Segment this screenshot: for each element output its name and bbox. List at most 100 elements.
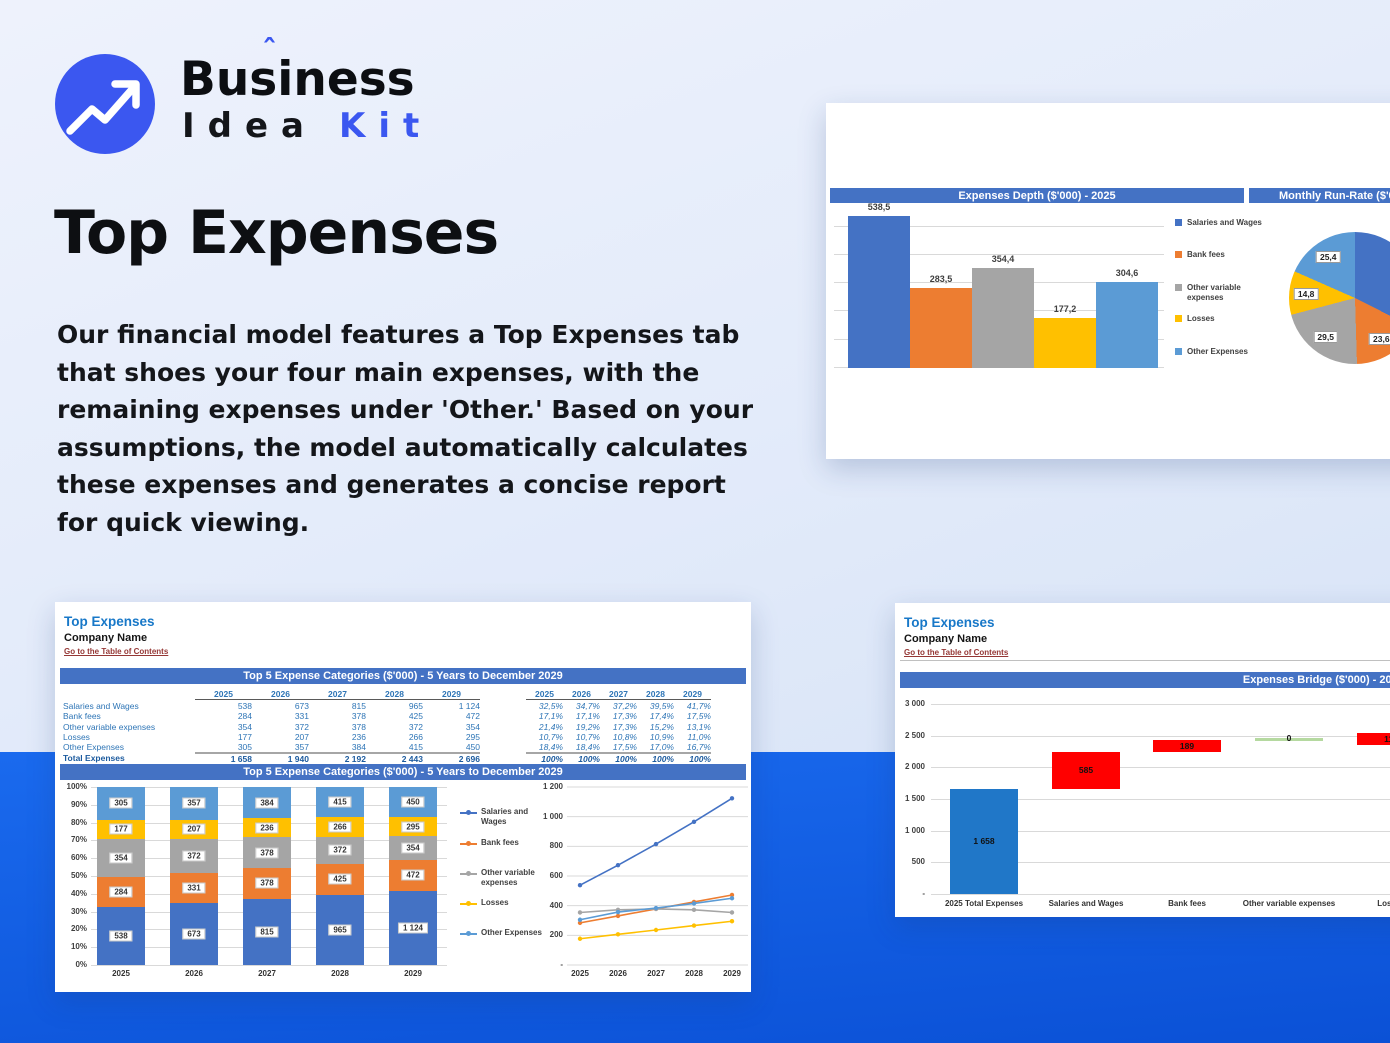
stack-value-label: 305 — [109, 797, 133, 809]
stack-value-label: 177 — [109, 823, 133, 835]
brand-accent-caret: ˆ — [262, 34, 277, 69]
cell-value: 2028 — [385, 688, 404, 699]
stack-segment-salaries-and-wages — [389, 890, 437, 965]
gridline — [91, 858, 447, 860]
waterfall-value-label: 1 658 — [973, 836, 995, 847]
legend-label: Losses — [481, 898, 509, 907]
cell-value: 378 — [351, 721, 366, 732]
waterfall-value-label: 585 — [1078, 765, 1094, 776]
cell-value: 673 — [294, 701, 309, 712]
cell-value: 2026 — [271, 688, 290, 699]
legend-marker — [1175, 251, 1182, 258]
cell-value: 372 — [294, 721, 309, 732]
values-group: 284 331 378 425 472 — [195, 711, 480, 721]
cell-percent: 17,5% — [612, 742, 637, 753]
stack-segment-other-variable-expenses — [170, 838, 218, 873]
stack-value-label: 450 — [401, 796, 425, 808]
gridline — [931, 862, 1390, 864]
gridline — [834, 253, 1164, 255]
x-axis-label: 2025 — [112, 969, 130, 978]
chart-header-text: Monthly Run-Rate ($'000 — [1279, 189, 1390, 202]
divider-line — [900, 660, 1390, 661]
cell-percent: 34,7% — [575, 701, 600, 712]
cell-percent: 18,4% — [575, 742, 600, 753]
x-axis-label: Losses — [1377, 899, 1390, 908]
stack-segment-bank-fees — [243, 868, 291, 899]
chart-element — [460, 843, 477, 845]
row-label: Bank fees — [63, 711, 101, 722]
legend-item-other-variable-expenses: Other variable expenses — [460, 868, 552, 888]
values-group: 1 658 1 940 2 192 2 443 2 696 — [195, 752, 480, 764]
cell-percent: 100% — [615, 754, 637, 765]
chart-element — [466, 901, 471, 906]
cell-value: 378 — [351, 711, 366, 722]
stack-value-label: 538 — [109, 930, 133, 942]
cell-value: 1 124 — [458, 701, 480, 712]
stack-segment-losses — [97, 819, 145, 839]
y-axis-label: 70% — [70, 835, 87, 845]
stack-value-label: 372 — [182, 850, 206, 862]
stack-value-label: 415 — [328, 796, 352, 808]
line-salaries-and-wages — [579, 797, 733, 886]
y-axis-label: - — [560, 960, 563, 969]
stack-segment-losses — [243, 818, 291, 838]
brand-logo — [55, 54, 155, 154]
cell-percent: 13,1% — [686, 721, 711, 732]
stack-segment-losses — [389, 816, 437, 837]
table-title-text: Top 5 Expense Categories ($'000) - 5 Yea… — [243, 670, 563, 682]
legend-marker — [1175, 219, 1182, 226]
cell-percent: 32,5% — [538, 701, 563, 712]
gridline — [91, 947, 447, 949]
chart-element — [460, 812, 477, 814]
chart-header-expenses-depth: Expenses Depth ($'000) - 2025 — [830, 188, 1244, 203]
x-axis-label: Other variable expenses — [1242, 899, 1336, 908]
stack-value-label: 331 — [182, 882, 206, 894]
percent-group: 2025 2026 2027 2028 2029 — [526, 689, 711, 700]
stack-value-label: 425 — [328, 873, 352, 885]
row-label: Total Expenses — [63, 753, 125, 764]
gridline — [91, 840, 447, 842]
waterfall-bar-2025-total-expenses — [950, 788, 1018, 894]
bar-value-label: 538,5 — [867, 201, 891, 212]
legend-label: Bank fees — [481, 838, 519, 847]
growth-arrow-icon — [66, 80, 140, 135]
stack-segment-salaries-and-wages — [243, 898, 291, 965]
cell-value: 2025 — [214, 688, 233, 699]
table-of-contents-link[interactable]: Go to the Table of Contents — [64, 647, 169, 656]
legend-label: Other Expenses — [1187, 347, 1248, 356]
table-of-contents-link[interactable]: Go to the Table of Contents — [904, 648, 1009, 657]
stack-segment-salaries-and-wages — [97, 907, 145, 965]
line-chart-trend — [567, 786, 748, 966]
y-axis-label: 30% — [70, 906, 87, 916]
y-axis-label: 60% — [70, 853, 87, 863]
legend-label: Other variable expenses — [1187, 283, 1241, 302]
stack-value-label: 357 — [182, 797, 206, 809]
stack-segment-other-expenses — [389, 787, 437, 817]
cell-value: 354 — [465, 721, 480, 732]
cell-value: 965 — [408, 701, 423, 712]
chart-title-text: Top 5 Expense Categories ($'000) - 5 Yea… — [243, 766, 563, 778]
legend-marker — [1175, 284, 1182, 291]
legend-item-other-variable-expenses: Other variable expenses — [1175, 283, 1270, 303]
gridline — [91, 893, 447, 895]
stack-value-label: 673 — [182, 928, 206, 940]
expense-table: 2025 2026 2027 2028 2029 2025 2026 2027 2028 2029… — [63, 687, 743, 764]
stack-value-label: 266 — [328, 821, 352, 833]
y-axis-label: 50% — [70, 871, 87, 880]
sheet-title: Top Expenses — [64, 614, 155, 629]
screenshot-expenses-depth: Expenses Depth ($'000) - 2025 Monthly Ru… — [826, 103, 1390, 459]
values-group: 538 673 815 965 1 124 — [195, 701, 480, 711]
cell-percent: 2026 — [572, 688, 591, 699]
x-axis-label: Salaries and Wages — [1048, 899, 1124, 908]
legend-label: Bank fees — [1187, 250, 1225, 259]
legend-item-bank-fees: Bank fees — [460, 838, 552, 848]
x-axis-label: 2027 — [258, 969, 276, 978]
stack-value-label: 815 — [255, 926, 279, 938]
sheet-title: Top Expenses — [904, 615, 995, 630]
gridline — [931, 735, 1390, 737]
stack-value-label: 378 — [255, 877, 279, 889]
stack-segment-other-variable-expenses — [389, 836, 437, 860]
y-axis-label: 1 200 — [542, 782, 563, 791]
legend-marker — [1175, 348, 1182, 355]
cell-percent: 100% — [541, 754, 563, 765]
